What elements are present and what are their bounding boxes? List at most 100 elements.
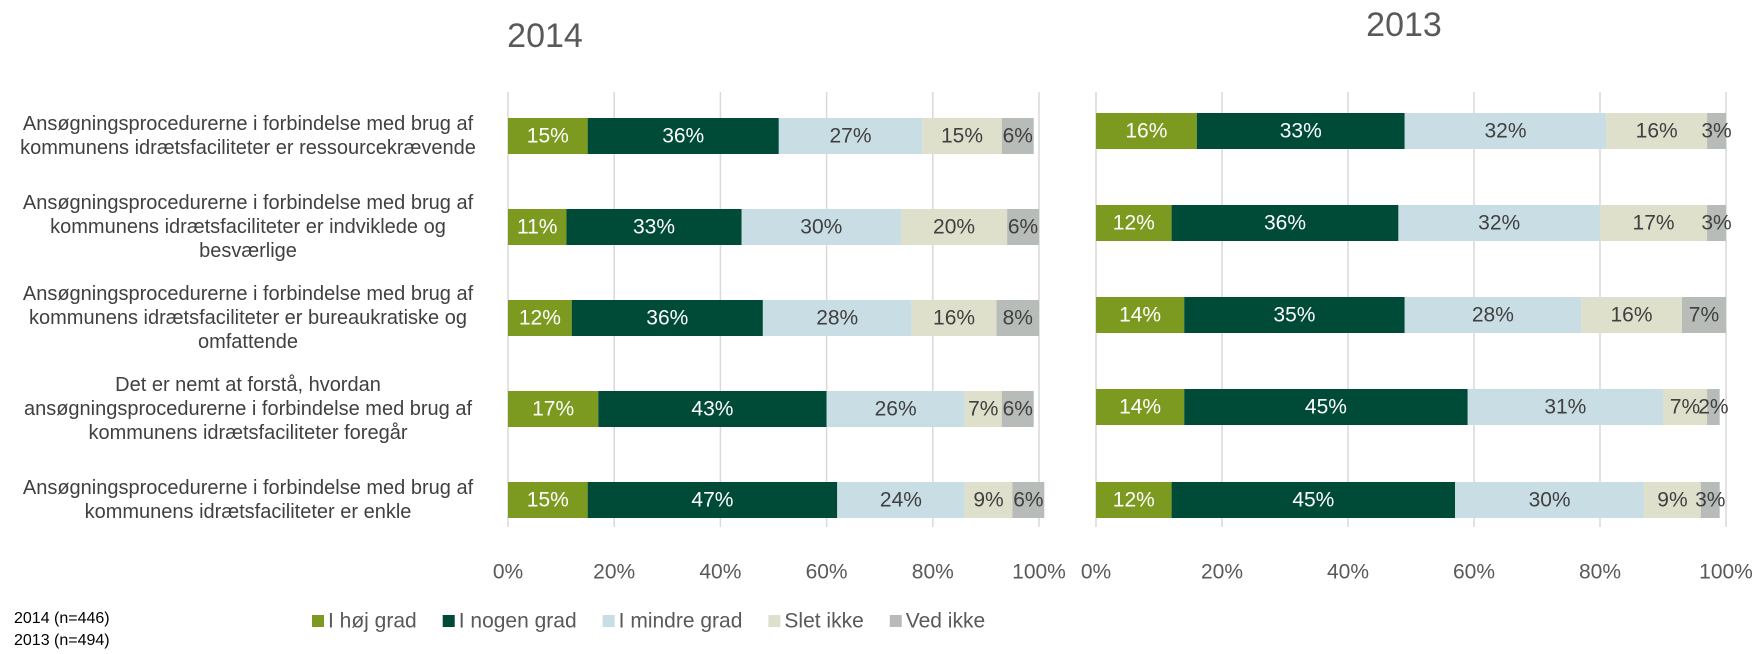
bar-segment	[1700, 482, 1720, 518]
data-label: 17%	[1633, 212, 1675, 235]
data-label: 12%	[1113, 212, 1155, 235]
data-label: 16%	[933, 307, 975, 330]
legend-swatch	[889, 615, 902, 627]
data-label: 16%	[1125, 120, 1167, 143]
data-label: 8%	[1003, 307, 1033, 330]
data-label: 36%	[646, 307, 688, 330]
bar-segment	[1007, 209, 1039, 245]
bar-segment	[1001, 118, 1034, 154]
data-label: 16%	[1610, 304, 1652, 327]
bar-segment	[964, 391, 1002, 427]
data-label: 28%	[1472, 304, 1514, 327]
data-label: 7%	[1670, 396, 1700, 419]
category-label: Ansøgningsprocedurerne i forbindelse med…	[20, 113, 476, 159]
category-label: Ansøgningsprocedurerne i forbindelse med…	[22, 477, 474, 523]
x-tick-label: 60%	[806, 561, 848, 584]
bar-segment	[1096, 297, 1185, 333]
bar-segment	[1467, 389, 1663, 425]
data-label: 33%	[633, 216, 675, 239]
bar-segment	[1171, 205, 1399, 241]
data-label: 30%	[800, 216, 842, 239]
bar-segment	[1404, 113, 1607, 149]
bar-segment	[1606, 113, 1708, 149]
x-tick-label: 80%	[1579, 561, 1621, 584]
bar-segment	[1096, 482, 1172, 518]
data-label: 15%	[527, 125, 569, 148]
data-label: 3%	[1695, 489, 1725, 512]
bar-segment	[1184, 297, 1405, 333]
bar-segment	[587, 118, 779, 154]
data-label: 20%	[933, 216, 975, 239]
x-tick-label: 20%	[593, 561, 635, 584]
data-label: 6%	[1013, 489, 1043, 512]
legend-swatch	[602, 615, 615, 627]
legend-label: Slet ikke	[784, 610, 863, 633]
bar-segment	[778, 118, 923, 154]
bar-segment	[1001, 391, 1034, 427]
bar-segment	[1096, 205, 1172, 241]
bar-segment	[1096, 389, 1185, 425]
bar-segment	[571, 300, 763, 336]
bar-segment	[911, 300, 997, 336]
bar-segment	[900, 209, 1008, 245]
bar-segment	[1184, 389, 1468, 425]
x-tick-label: 80%	[912, 561, 954, 584]
bar-segment	[964, 482, 1013, 518]
data-label: 3%	[1701, 212, 1731, 235]
x-tick-label: 0%	[493, 561, 523, 584]
data-label: 31%	[1544, 396, 1586, 419]
bar-segment	[1196, 113, 1405, 149]
legend-label: I mindre grad	[619, 610, 743, 633]
data-label: 15%	[941, 125, 983, 148]
category-label: Ansøgningsprocedurerne i forbindelse med…	[22, 192, 474, 262]
bar-segment	[1581, 297, 1682, 333]
data-label: 7%	[1689, 304, 1719, 327]
data-label: 28%	[816, 307, 858, 330]
data-label: 12%	[1113, 489, 1155, 512]
bar-segment	[508, 391, 599, 427]
note: 2013 (n=494)	[14, 632, 110, 649]
bar-segment	[1171, 482, 1456, 518]
data-label: 9%	[973, 489, 1003, 512]
data-label: 27%	[829, 125, 871, 148]
data-label: 11%	[517, 216, 557, 239]
bar-segment	[1707, 389, 1720, 425]
bar-segment	[1012, 482, 1045, 518]
x-tick-label: 40%	[699, 561, 741, 584]
data-label: 45%	[1305, 396, 1347, 419]
data-label: 7%	[968, 398, 998, 421]
legend-label: I nogen grad	[459, 610, 577, 633]
category-label: Det er nemt at forstå, hvordan ansøgning…	[23, 374, 473, 444]
data-label: 9%	[1657, 489, 1687, 512]
bar-segment	[826, 391, 965, 427]
bar-segment	[1455, 482, 1645, 518]
bar-segment	[741, 209, 901, 245]
legend-label: I høj grad	[328, 610, 417, 633]
legend-label: Ved ikke	[906, 610, 985, 633]
bar-segment	[1644, 482, 1701, 518]
data-label: 47%	[691, 489, 733, 512]
bar-segment	[508, 118, 588, 154]
category-label: Ansøgningsprocedurerne i forbindelse med…	[22, 283, 474, 353]
data-label: 35%	[1273, 304, 1315, 327]
data-label: 15%	[527, 489, 569, 512]
data-label: 6%	[1003, 125, 1033, 148]
x-tick-label: 100%	[1012, 561, 1066, 584]
legend-swatch	[768, 615, 781, 627]
x-tick-label: 100%	[1699, 561, 1753, 584]
x-tick-label: 60%	[1453, 561, 1495, 584]
data-label: 43%	[691, 398, 733, 421]
note: 2014 (n=446)	[14, 610, 110, 627]
data-label: 12%	[519, 307, 561, 330]
data-label: 6%	[1003, 398, 1033, 421]
data-label: 17%	[532, 398, 574, 421]
bar-segment	[1600, 205, 1708, 241]
data-label: 30%	[1529, 489, 1571, 512]
bar-segment	[996, 300, 1039, 336]
bar-segment	[508, 209, 567, 245]
bar-segment	[1663, 389, 1708, 425]
data-label: 32%	[1478, 212, 1520, 235]
x-tick-label: 0%	[1081, 561, 1111, 584]
bar-segment	[1096, 113, 1197, 149]
